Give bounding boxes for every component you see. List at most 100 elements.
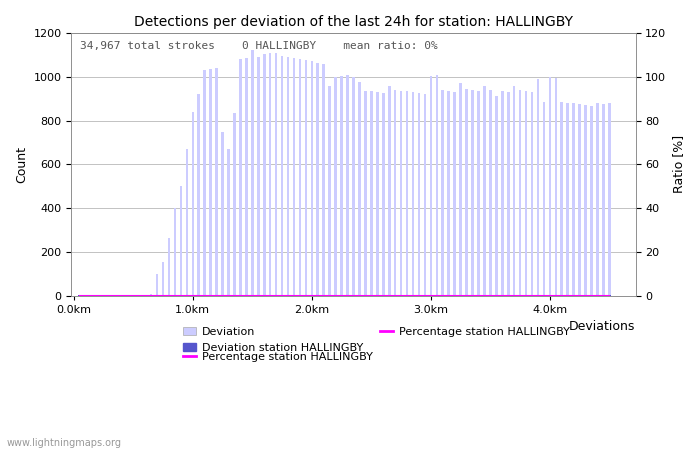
Bar xyxy=(352,295,355,296)
Bar xyxy=(251,295,253,296)
Bar xyxy=(352,77,355,296)
Bar xyxy=(221,295,224,296)
Bar xyxy=(287,57,289,296)
Bar xyxy=(132,295,134,296)
Bar xyxy=(108,295,111,296)
Bar xyxy=(186,295,188,296)
Title: Detections per deviation of the last 24h for station: HALLINGBY: Detections per deviation of the last 24h… xyxy=(134,15,573,29)
Bar xyxy=(114,295,117,296)
Bar xyxy=(197,94,200,296)
Bar xyxy=(477,295,480,296)
Bar xyxy=(454,295,456,296)
Bar xyxy=(228,295,230,296)
Y-axis label: Ratio [%]: Ratio [%] xyxy=(672,135,685,194)
Bar xyxy=(311,295,313,296)
Bar xyxy=(608,103,610,296)
Bar xyxy=(388,86,391,296)
Bar xyxy=(90,295,93,296)
Bar xyxy=(424,94,426,296)
Bar xyxy=(138,295,141,296)
Bar xyxy=(596,103,598,296)
Bar xyxy=(245,295,248,296)
Bar xyxy=(311,62,313,296)
Bar xyxy=(501,295,503,296)
Bar xyxy=(299,295,301,296)
Bar xyxy=(269,53,272,296)
Bar xyxy=(412,92,414,296)
Bar xyxy=(578,295,581,296)
Bar xyxy=(406,91,408,296)
Bar xyxy=(495,295,498,296)
Bar xyxy=(162,295,164,296)
Bar xyxy=(364,91,367,296)
Text: 34,967 total strokes    0 HALLINGBY    mean ratio: 0%: 34,967 total strokes 0 HALLINGBY mean ra… xyxy=(80,41,438,51)
Bar xyxy=(596,295,598,296)
Bar xyxy=(447,91,450,296)
Bar xyxy=(376,92,379,296)
Bar xyxy=(120,295,122,296)
Bar xyxy=(525,295,527,296)
Bar xyxy=(466,295,468,296)
Bar xyxy=(394,90,396,296)
Bar xyxy=(126,295,129,296)
Bar xyxy=(78,295,81,296)
Bar xyxy=(186,149,188,296)
Bar xyxy=(573,295,575,296)
Text: www.lightningmaps.org: www.lightningmaps.org xyxy=(7,438,122,448)
Bar xyxy=(519,90,522,296)
Bar xyxy=(466,89,468,296)
Bar xyxy=(304,295,307,296)
Bar xyxy=(454,92,456,296)
Bar xyxy=(150,295,153,296)
Bar xyxy=(573,103,575,296)
Bar xyxy=(584,105,587,296)
Bar xyxy=(90,295,93,296)
Bar xyxy=(430,295,432,296)
Bar xyxy=(138,295,141,296)
Bar xyxy=(418,93,420,296)
Bar xyxy=(299,59,301,296)
Bar xyxy=(364,295,367,296)
Bar xyxy=(263,54,265,296)
Bar xyxy=(156,274,158,296)
Bar xyxy=(489,90,491,296)
Bar xyxy=(489,295,491,296)
Bar xyxy=(346,295,349,296)
Bar xyxy=(168,295,170,296)
Bar xyxy=(323,63,325,296)
Bar xyxy=(180,186,182,296)
Bar xyxy=(382,295,384,296)
Bar xyxy=(209,69,212,296)
Bar xyxy=(162,262,164,296)
Bar xyxy=(400,295,402,296)
Y-axis label: Count: Count xyxy=(15,146,28,183)
Bar xyxy=(566,295,569,296)
Bar xyxy=(459,295,462,296)
Bar xyxy=(542,102,545,296)
Bar xyxy=(578,104,581,296)
Bar xyxy=(358,295,361,296)
Bar xyxy=(204,295,206,296)
Bar xyxy=(102,295,105,296)
Bar xyxy=(328,86,331,296)
Bar xyxy=(156,295,158,296)
Bar xyxy=(228,149,230,296)
Bar xyxy=(293,58,295,296)
Bar xyxy=(471,295,474,296)
Bar xyxy=(406,295,408,296)
Text: Deviations: Deviations xyxy=(569,320,636,333)
Bar xyxy=(346,75,349,296)
Bar xyxy=(239,59,241,296)
Bar xyxy=(144,295,146,296)
Bar xyxy=(269,295,272,296)
Bar xyxy=(126,295,129,296)
Bar xyxy=(275,295,277,296)
Bar xyxy=(150,294,153,296)
Bar xyxy=(537,79,539,296)
Bar xyxy=(507,92,510,296)
Bar xyxy=(132,295,134,296)
Bar xyxy=(430,76,432,296)
Bar xyxy=(483,295,486,296)
Bar xyxy=(340,295,343,296)
Bar xyxy=(263,295,265,296)
